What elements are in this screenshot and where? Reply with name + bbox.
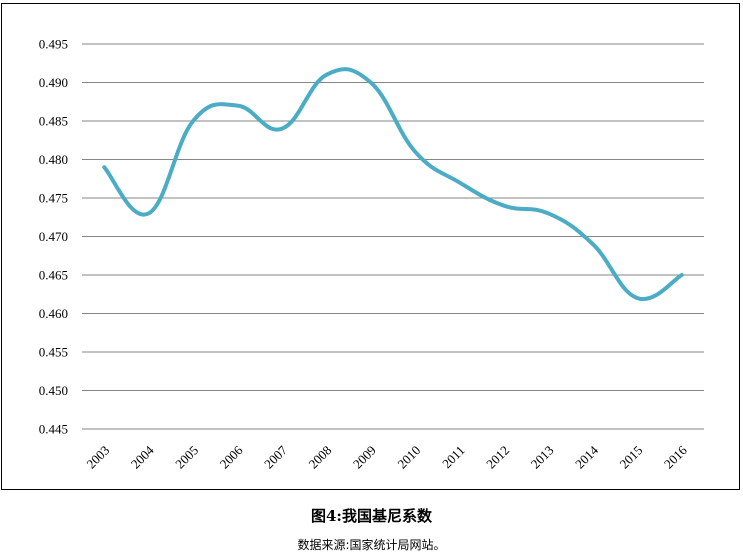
y-tick-label: 0.490	[39, 75, 68, 90]
x-tick-label: 2007	[261, 442, 290, 471]
y-tick-label: 0.480	[39, 152, 68, 167]
chart-caption: 图4:我国基尼系数	[311, 507, 432, 525]
y-tick-label: 0.495	[39, 37, 68, 52]
y-tick-label: 0.475	[39, 191, 68, 206]
x-tick-label: 2008	[305, 443, 334, 472]
x-tick-label: 2005	[172, 443, 201, 472]
chart-frame: 0.495 0.490 0.485 0.480 0.475 0.470 0.465 0.460…	[1, 3, 740, 490]
x-tick-label: 2010	[394, 443, 423, 472]
x-tick-label: 2013	[528, 443, 557, 472]
series-line	[102, 67, 684, 302]
x-tick-label: 2011	[439, 443, 468, 472]
y-tick-label: 0.450	[39, 383, 68, 398]
x-tick-label: 2012	[483, 443, 512, 472]
x-tick-label: 2014	[572, 442, 601, 471]
x-tick-label: 2015	[616, 443, 645, 472]
x-tick-label: 2004	[128, 442, 157, 471]
y-tick-label: 0.465	[39, 268, 68, 283]
x-tick-label: 2003	[83, 443, 112, 472]
y-tick-label: 0.470	[39, 229, 68, 244]
y-tick-label: 0.460	[39, 306, 68, 321]
data-source-note: 数据来源:国家统计局网站。	[297, 538, 446, 552]
x-tick-label: 2006	[217, 442, 246, 471]
y-tick-label: 0.485	[39, 114, 68, 129]
gini-line-chart: 0.495 0.490 0.485 0.480 0.475 0.470 0.465 0.460…	[39, 37, 704, 472]
x-tick-label: 2009	[350, 443, 379, 472]
y-tick-label: 0.455	[39, 345, 68, 360]
y-tick-label: 0.445	[39, 422, 68, 437]
x-tick-label: 2016	[661, 442, 690, 471]
